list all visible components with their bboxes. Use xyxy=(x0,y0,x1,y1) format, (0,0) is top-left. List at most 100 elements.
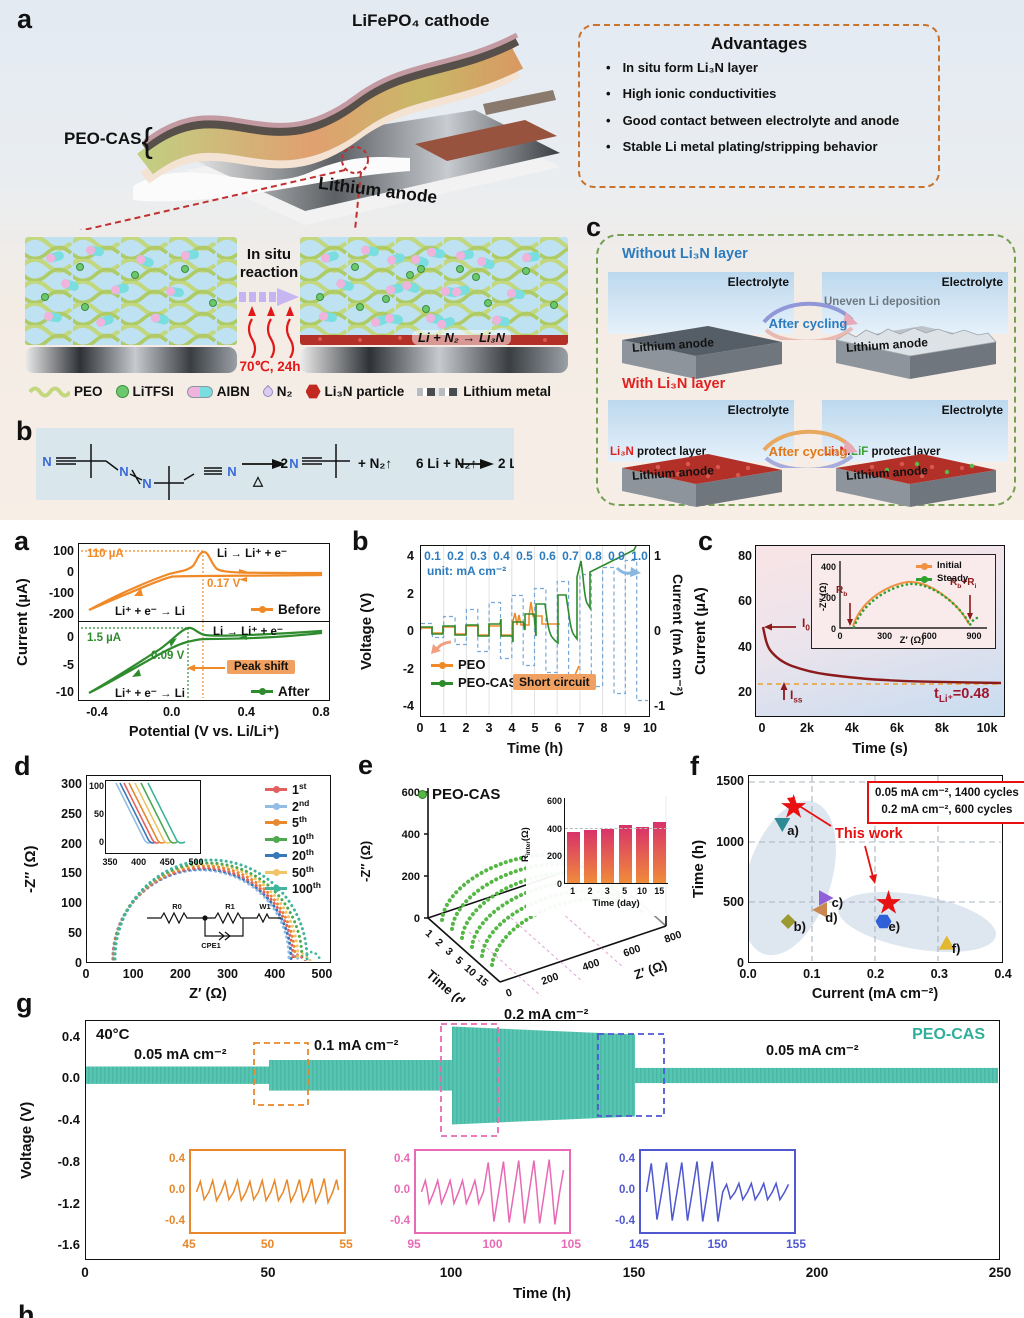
panel-label-c1: c xyxy=(586,212,602,242)
legend-row: 20th xyxy=(265,847,321,864)
ca-inset-curves xyxy=(839,561,987,629)
ca-inset-yticks: 400 200 0 xyxy=(820,562,836,634)
zp-tick: 200 xyxy=(540,971,561,988)
peak-shift-badge: Peak shift xyxy=(227,660,296,674)
panel-eis: d -Z″ (Ω) 1st 2nd 5th 1 xyxy=(8,750,348,1003)
brace-glyph: { xyxy=(141,122,153,160)
with-li3n-title: With Li₃N layer xyxy=(622,376,726,392)
legend-line-icon xyxy=(265,852,287,860)
cv-before-peak-potential: 0.17 V xyxy=(207,578,241,590)
cathode-label: LiFePO₄ cathode xyxy=(352,11,490,30)
eis3d-zlabel: -Z″ (Ω) xyxy=(358,840,373,882)
advantages-box: Advantages In situ form Li₃N layer High i… xyxy=(578,24,940,188)
cv-after-anodic-eq: Li → Li⁺ + e⁻ xyxy=(213,626,283,638)
tick-label: 15 xyxy=(654,886,665,896)
comp-ylabel: Time (h) xyxy=(690,839,707,899)
ca-curve xyxy=(758,623,1002,700)
eis-inset-xticks: 350 400 450 500 xyxy=(102,857,204,867)
tick-label: 1 xyxy=(570,886,576,896)
scheme-coeff: 2 xyxy=(280,456,288,471)
mechanism-box: Without Li₃N layer Electrolyte Lithium a… xyxy=(596,234,1016,507)
peo-squiggle-icon xyxy=(28,386,70,397)
rinter-ylabel: Rinter(Ω) xyxy=(520,827,532,863)
cv-after-yticks: 0 -5 -10 xyxy=(55,630,74,699)
green-dot-icon xyxy=(418,790,427,800)
after-cycling-top: After cycling xyxy=(768,316,848,331)
zp-tick: 0 xyxy=(504,986,514,999)
panel-label-g: g xyxy=(16,988,33,1018)
eis-legend: 1st 2nd 5th 10th 20th 50th 100th xyxy=(265,781,321,897)
tick-label: 5 xyxy=(622,886,628,896)
cycling-waveform xyxy=(86,1023,998,1137)
ca-inset-ylabel: -Z″ (Ω) xyxy=(818,582,828,612)
scheme-atom-n: N xyxy=(42,454,51,469)
ca-inset-legend: Initial Steady xyxy=(916,560,968,585)
rate-step-labels: 0.1 0.2 0.3 0.4 0.5 0.6 0.7 0.8 0.9 1.0 xyxy=(424,549,648,563)
cv-before-peak-current: 110 µA xyxy=(87,548,124,560)
svg-text:N: N xyxy=(142,476,151,491)
electrolyte-after-block xyxy=(300,237,568,345)
cycling-inset-1 xyxy=(189,1149,346,1234)
electrolyte-label: Electrolyte xyxy=(727,275,789,289)
legend-line-icon xyxy=(431,679,453,687)
circuit-r0: R0 xyxy=(172,902,182,911)
cv-plot: 110 µA 0.17 V Li → Li⁺ + e⁻ Li⁺ + e⁻ → L… xyxy=(78,543,330,701)
day-tick: 10 xyxy=(462,962,479,979)
rate-right-yticks: 1 0 -1 xyxy=(654,549,666,713)
cycling-arrow-top-icon xyxy=(762,301,858,340)
rate-right-ylabel: Current (mA cm⁻²) xyxy=(670,574,686,696)
advantages-item-text: In situ form Li₃N layer xyxy=(622,60,758,75)
electrolyte-after-art xyxy=(300,237,568,345)
circuit-r1: R1 xyxy=(225,902,235,911)
reaction-arrow-icon xyxy=(239,288,299,306)
protect-layer-label: Li₃N protect layer xyxy=(610,446,707,458)
panel-polarization: c Current (µA) I0 Iss tLi⁺=0.48 xyxy=(690,520,1024,770)
ca-yticks: 80 60 40 20 xyxy=(738,549,752,699)
scheme-delta: △ xyxy=(252,473,264,488)
advantages-item: Stable Li metal plating/stripping behavi… xyxy=(606,139,922,155)
rb-ri-label: Rb+Ri xyxy=(950,577,977,590)
comp-yticks: 1500 1000 500 0 xyxy=(716,774,744,970)
sample-label: PEO-CAS xyxy=(912,1026,985,1043)
svg-text:N: N xyxy=(227,464,236,479)
legend-row: PEO-CAS xyxy=(431,675,517,691)
zp-tick: 400 xyxy=(581,957,602,974)
aibn-icon xyxy=(186,385,213,398)
eis-inset-curves xyxy=(115,782,186,844)
inset1-waveform xyxy=(195,1177,340,1206)
panel-label-f: f xyxy=(690,751,699,781)
z-tick: 600 xyxy=(402,787,420,799)
electrolyte-before-art xyxy=(25,237,237,345)
equivalent-circuit: R0 R1 W1 CPE1 xyxy=(147,902,281,950)
advantages-item: In situ form Li₃N layer xyxy=(606,60,922,76)
legend-line-icon xyxy=(265,835,287,843)
electrolyte-label: Electrolyte xyxy=(727,403,789,417)
rinter-xticks: 1 2 3 5 10 15 xyxy=(564,886,668,896)
rate-plot: 0.1 0.2 0.3 0.4 0.5 0.6 0.7 0.8 0.9 1.0 unit: mA … xyxy=(420,545,650,717)
advantages-item-text: Good contact between electrolyte and ano… xyxy=(622,112,900,128)
after-cycling-bottom: After cycling xyxy=(768,444,848,459)
this-work-label: This work xyxy=(835,826,903,842)
hexagon-icon xyxy=(875,914,892,929)
bar xyxy=(567,831,581,883)
inset2-yticks: 0.4 0.0 -0.4 xyxy=(390,1153,410,1227)
eis-xticks: 0 100 200 300 400 500 xyxy=(82,967,333,981)
eis-plot: 1st 2nd 5th 10th 20th 50th 100th 100 50 0 350 400… xyxy=(86,775,331,964)
cv-ylabel: Current (µA) xyxy=(14,578,31,666)
cv-before-legend: Before xyxy=(251,602,321,618)
ca-ylabel: Current (µA) xyxy=(692,587,709,675)
comp-plot: 0.05 mA cm⁻², 1400 cycles 0.2 mA cm⁻², 6… xyxy=(742,775,1024,963)
bar xyxy=(584,829,598,883)
electrolyte-sky xyxy=(608,400,794,462)
panel-label-e: e xyxy=(358,750,374,780)
panel-rate: b Voltage (V) 0.1 0.2 0.3 0.4 0.5 0.6 0.7 0.8 0.… xyxy=(348,520,690,770)
panel-label-a1: a xyxy=(17,4,33,34)
lithium-electrode-before xyxy=(25,347,237,373)
iss-label: Iss xyxy=(790,688,803,705)
diamond-icon xyxy=(780,914,796,929)
cv-after-legend: After xyxy=(251,684,310,700)
heat-arrows-icon xyxy=(247,306,295,358)
advantages-item: Good contact between electrolyte and ano… xyxy=(606,113,922,129)
rate-unit-note: unit: mA cm⁻² xyxy=(427,564,507,578)
